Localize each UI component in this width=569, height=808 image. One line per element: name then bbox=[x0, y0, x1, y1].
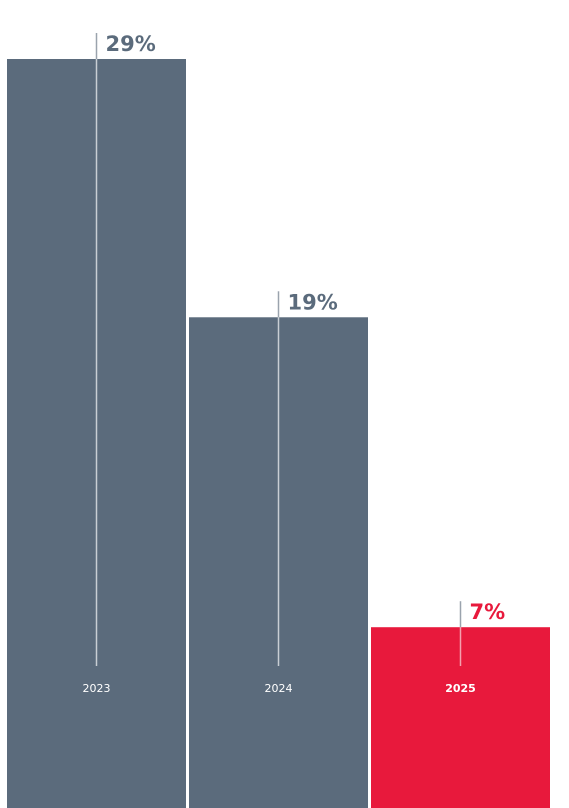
value-label-2024: 19% bbox=[288, 290, 338, 314]
value-label-2025: 7% bbox=[470, 600, 506, 624]
category-label-2023: 2023 bbox=[83, 682, 111, 695]
category-label-2025: 2025 bbox=[445, 682, 476, 695]
category-label-2024: 2024 bbox=[265, 682, 293, 695]
value-label-2023: 29% bbox=[106, 32, 156, 56]
